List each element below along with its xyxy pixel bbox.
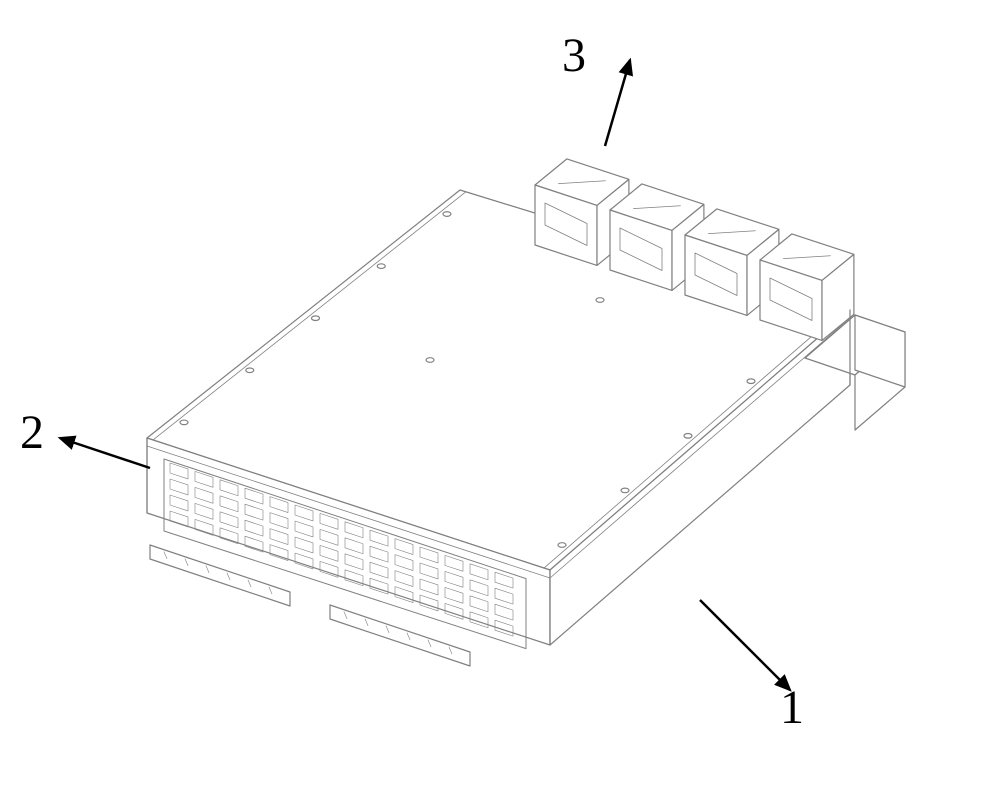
figure-stage: 1 2 3 [0,0,1000,811]
device-line-drawing [0,0,1000,811]
callout-label-1: 1 [780,680,804,735]
callout-label-2: 2 [20,405,44,460]
callout-label-3: 3 [562,28,586,83]
